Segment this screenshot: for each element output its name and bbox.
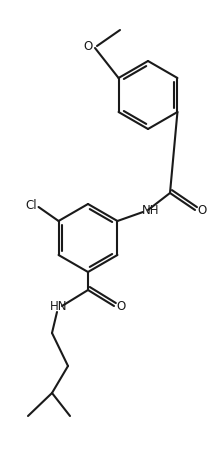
Text: O: O xyxy=(83,41,93,53)
Text: HN: HN xyxy=(50,300,68,313)
Text: NH: NH xyxy=(142,203,160,217)
Text: Cl: Cl xyxy=(26,199,37,212)
Text: O: O xyxy=(197,203,207,217)
Text: O: O xyxy=(116,300,126,313)
